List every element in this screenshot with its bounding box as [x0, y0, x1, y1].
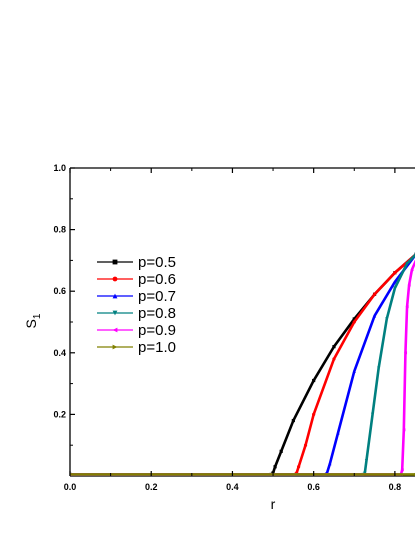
- legend-swatch-marker: [112, 344, 118, 350]
- data-point-p=0.8: [364, 459, 369, 463]
- data-point-p=0.8: [393, 286, 397, 290]
- data-point-p=0.9: [407, 283, 411, 287]
- y-tick-label: 0.8: [53, 225, 66, 235]
- data-point-p=0.8: [405, 261, 409, 266]
- series-line-p=0.7: [70, 253, 415, 476]
- data-point-p=0.5: [332, 345, 336, 349]
- svg-text:S1: S1: [23, 313, 43, 328]
- data-point-p=0.6: [393, 271, 397, 275]
- legend-label: p=0.5: [138, 254, 176, 271]
- y-tick-label: 1.0: [53, 163, 66, 173]
- data-point-p=0.9: [400, 468, 404, 472]
- legend-label: p=0.6: [138, 271, 176, 288]
- axes-frame: [69, 167, 415, 477]
- series-line-p=0.8: [70, 253, 415, 476]
- x-tick-label: 0.6: [307, 482, 320, 492]
- series-group: [70, 252, 415, 476]
- series-line-p=0.5: [70, 253, 415, 476]
- legend-swatch-marker: [112, 259, 118, 265]
- legend-label: p=0.7: [138, 288, 176, 305]
- legend-swatch-marker: [112, 327, 118, 333]
- data-point-p=0.7: [352, 369, 356, 373]
- data-point-p=0.9: [405, 305, 409, 309]
- data-point-p=0.6: [312, 412, 316, 416]
- y-tick-label: 0.2: [53, 409, 66, 419]
- data-point-p=0.8: [377, 366, 381, 370]
- data-point-p=0.9: [410, 268, 414, 272]
- legend-swatch-marker: [112, 276, 118, 282]
- y-tick-label: 0.6: [53, 286, 66, 296]
- y-axis-title-subscript: 1: [32, 313, 43, 319]
- x-tick-label: 0.0: [64, 482, 77, 492]
- series-line-p=0.6: [70, 253, 415, 476]
- x-axis-title: r: [271, 496, 276, 512]
- data-point-p=0.5: [352, 317, 356, 321]
- data-point-p=0.8: [363, 471, 367, 475]
- data-point-p=0.6: [372, 292, 377, 296]
- y-tick-label: 0.4: [53, 348, 66, 358]
- series-line-p=0.9: [70, 259, 415, 476]
- legend-label: p=0.9: [138, 322, 176, 339]
- x-tick-label: 0.8: [389, 482, 402, 492]
- legend-label: p=0.8: [138, 305, 176, 322]
- legend: p=0.5p=0.6p=0.7p=0.8p=0.9p=1.0: [97, 254, 176, 356]
- y-axis-title: S: [23, 319, 39, 328]
- data-point-p=0.7: [328, 462, 332, 466]
- legend-swatch-marker: [112, 293, 118, 299]
- data-point-p=0.5: [271, 471, 275, 475]
- data-point-p=0.6: [297, 465, 301, 469]
- data-point-p=0.9: [402, 428, 406, 432]
- data-point-p=0.9: [403, 351, 408, 355]
- legend-swatch-marker: [112, 310, 118, 316]
- data-point-p=0.6: [332, 357, 336, 361]
- x-tick-label: 0.2: [145, 482, 158, 492]
- data-point-p=0.6: [352, 320, 356, 324]
- legend-label: p=1.0: [138, 339, 176, 356]
- data-point-p=0.7: [336, 431, 340, 435]
- data-point-p=0.5: [279, 449, 283, 453]
- data-point-p=0.7: [393, 280, 397, 284]
- data-point-p=0.8: [385, 317, 389, 321]
- data-point-p=0.6: [303, 443, 308, 447]
- data-point-p=0.5: [291, 418, 295, 423]
- data-point-p=0.8: [370, 412, 375, 416]
- data-point-p=0.7: [372, 314, 377, 318]
- data-point-p=0.5: [312, 378, 316, 383]
- x-tick-label: 0.4: [226, 482, 239, 492]
- ticks-group: 0.0 0.2 0.4 0.6 0.8 0.2 0.4 0.6 0.8 1.0: [53, 163, 401, 492]
- data-point-p=0.5: [273, 465, 277, 469]
- y-axis-title-group: S1: [23, 313, 43, 328]
